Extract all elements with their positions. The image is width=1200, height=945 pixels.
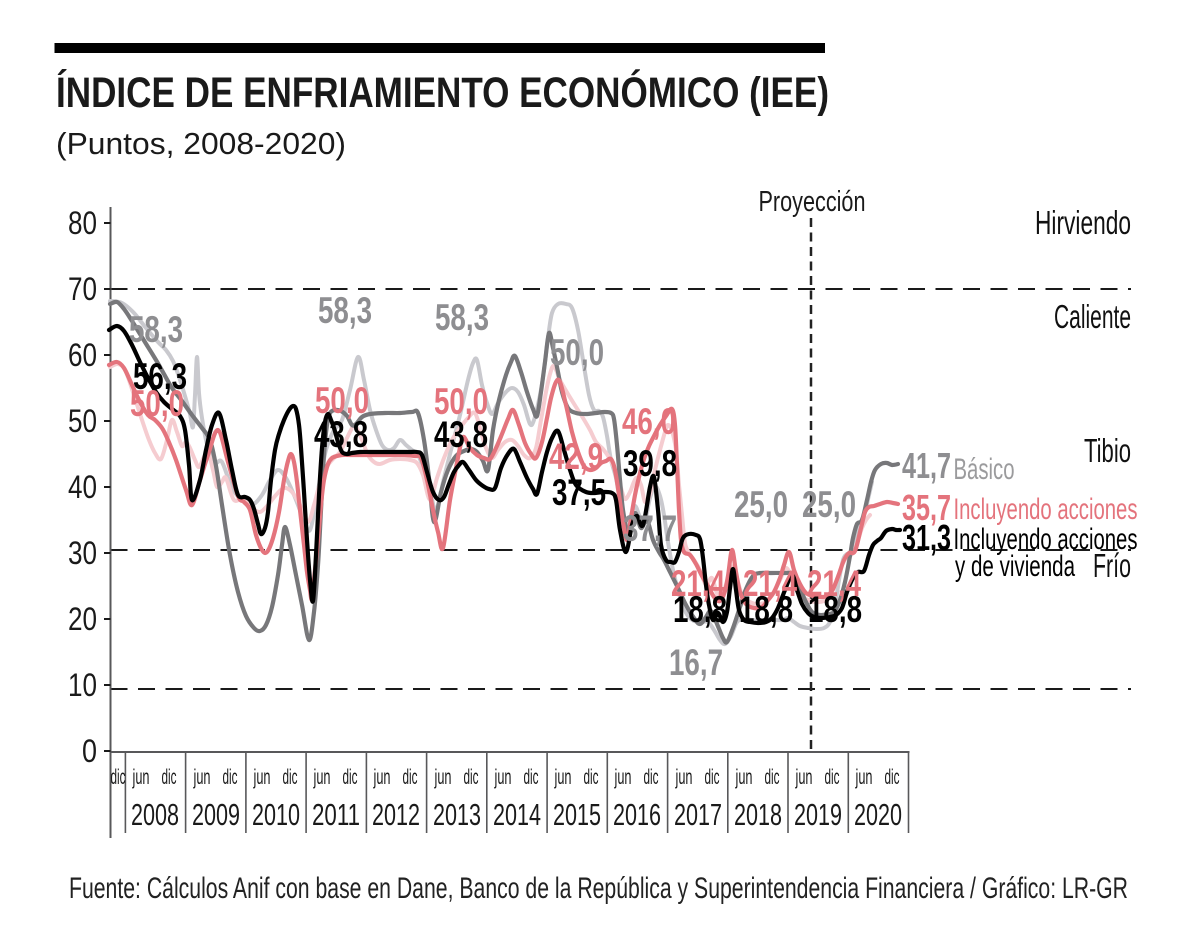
svg-text:42,9: 42,9 bbox=[549, 436, 603, 477]
svg-text:2013: 2013 bbox=[433, 797, 481, 832]
svg-text:2018: 2018 bbox=[734, 797, 782, 832]
svg-text:dic: dic bbox=[644, 766, 659, 789]
svg-text:0: 0 bbox=[82, 733, 97, 769]
svg-text:50,0: 50,0 bbox=[434, 381, 488, 422]
svg-text:25,0: 25,0 bbox=[802, 484, 856, 525]
svg-text:jun: jun bbox=[614, 766, 632, 789]
svg-text:21,4: 21,4 bbox=[743, 563, 797, 604]
svg-text:Caliente: Caliente bbox=[1054, 298, 1131, 335]
svg-text:Hirviendo: Hirviendo bbox=[1035, 204, 1131, 241]
svg-text:2015: 2015 bbox=[553, 797, 601, 832]
svg-text:Incluyendo acciones: Incluyendo acciones bbox=[954, 523, 1138, 556]
svg-text:dic: dic bbox=[825, 766, 840, 789]
svg-text:jun: jun bbox=[313, 766, 331, 789]
svg-text:jun: jun bbox=[855, 766, 873, 789]
svg-text:2008: 2008 bbox=[131, 797, 179, 832]
svg-text:70: 70 bbox=[68, 271, 97, 307]
svg-text:37,5: 37,5 bbox=[552, 472, 606, 513]
svg-text:58,3: 58,3 bbox=[129, 309, 183, 350]
svg-text:2011: 2011 bbox=[312, 797, 360, 832]
svg-text:jun: jun bbox=[434, 766, 452, 789]
svg-text:60: 60 bbox=[68, 337, 97, 373]
svg-text:ÍNDICE DE ENFRIAMIENTO ECONÓMI: ÍNDICE DE ENFRIAMIENTO ECONÓMICO (IEE) bbox=[56, 68, 829, 117]
svg-text:Tibio: Tibio bbox=[1084, 432, 1131, 469]
svg-text:50,0: 50,0 bbox=[315, 380, 369, 421]
svg-text:18,8: 18,8 bbox=[739, 589, 793, 630]
svg-text:50,0: 50,0 bbox=[550, 332, 604, 373]
svg-text:2020: 2020 bbox=[854, 797, 902, 832]
svg-text:21,4: 21,4 bbox=[671, 563, 725, 604]
svg-text:58,3: 58,3 bbox=[318, 290, 372, 331]
svg-text:dic: dic bbox=[524, 766, 539, 789]
svg-text:50: 50 bbox=[68, 403, 97, 439]
svg-text:80: 80 bbox=[68, 205, 97, 241]
svg-text:dic: dic bbox=[403, 766, 418, 789]
svg-text:dic: dic bbox=[464, 766, 479, 789]
svg-text:dic: dic bbox=[885, 766, 900, 789]
svg-text:56,3: 56,3 bbox=[133, 356, 187, 397]
svg-text:dic: dic bbox=[283, 766, 298, 789]
svg-text:jun: jun bbox=[494, 766, 512, 789]
svg-text:2016: 2016 bbox=[613, 797, 661, 832]
svg-text:58,3: 58,3 bbox=[435, 297, 489, 338]
svg-text:21,4: 21,4 bbox=[807, 563, 861, 604]
svg-text:Incluyendo acciones: Incluyendo acciones bbox=[954, 493, 1138, 526]
svg-text:Fuente: Cálculos Anif con base: Fuente: Cálculos Anif con base en Dane, … bbox=[69, 872, 1128, 905]
svg-text:16,7: 16,7 bbox=[669, 642, 723, 683]
svg-text:jun: jun bbox=[253, 766, 271, 789]
svg-text:37,7: 37,7 bbox=[623, 508, 677, 549]
svg-text:43,8: 43,8 bbox=[314, 414, 368, 455]
svg-text:41,7: 41,7 bbox=[902, 445, 951, 486]
svg-text:31,3: 31,3 bbox=[902, 517, 951, 558]
svg-text:Proyección: Proyección bbox=[759, 186, 866, 218]
svg-text:dic: dic bbox=[705, 766, 720, 789]
svg-text:2019: 2019 bbox=[794, 797, 842, 832]
svg-text:35,7: 35,7 bbox=[902, 487, 951, 528]
svg-text:dic: dic bbox=[111, 766, 126, 789]
svg-text:jun: jun bbox=[132, 766, 150, 789]
svg-text:dic: dic bbox=[343, 766, 358, 789]
svg-text:18,8: 18,8 bbox=[673, 589, 727, 630]
svg-text:jun: jun bbox=[554, 766, 572, 789]
svg-text:20: 20 bbox=[68, 601, 97, 637]
svg-text:40: 40 bbox=[68, 469, 97, 505]
svg-text:39,8: 39,8 bbox=[623, 443, 677, 484]
svg-text:10: 10 bbox=[68, 667, 97, 703]
svg-text:(Puntos, 2008-2020): (Puntos, 2008-2020) bbox=[56, 126, 346, 161]
svg-text:2010: 2010 bbox=[252, 797, 300, 832]
svg-text:2017: 2017 bbox=[674, 797, 722, 832]
svg-text:46,0: 46,0 bbox=[622, 401, 676, 442]
svg-text:dic: dic bbox=[584, 766, 599, 789]
svg-text:50,0: 50,0 bbox=[130, 383, 184, 424]
svg-text:25,0: 25,0 bbox=[734, 484, 788, 525]
svg-text:dic: dic bbox=[223, 766, 238, 789]
svg-text:y de vivienda: y de vivienda bbox=[955, 550, 1075, 583]
svg-text:2009: 2009 bbox=[192, 797, 240, 832]
svg-text:jun: jun bbox=[735, 766, 753, 789]
svg-text:2014: 2014 bbox=[493, 797, 541, 832]
svg-text:Básico: Básico bbox=[954, 453, 1015, 486]
svg-text:dic: dic bbox=[765, 766, 780, 789]
svg-text:dic: dic bbox=[162, 766, 177, 789]
svg-text:Frío: Frío bbox=[1093, 547, 1131, 584]
svg-text:43,8: 43,8 bbox=[434, 414, 488, 455]
svg-text:jun: jun bbox=[373, 766, 391, 789]
svg-text:2012: 2012 bbox=[372, 797, 420, 832]
svg-text:jun: jun bbox=[193, 766, 211, 789]
svg-text:jun: jun bbox=[795, 766, 813, 789]
svg-text:jun: jun bbox=[675, 766, 693, 789]
svg-text:30: 30 bbox=[68, 535, 97, 571]
svg-text:18,8: 18,8 bbox=[808, 589, 862, 630]
